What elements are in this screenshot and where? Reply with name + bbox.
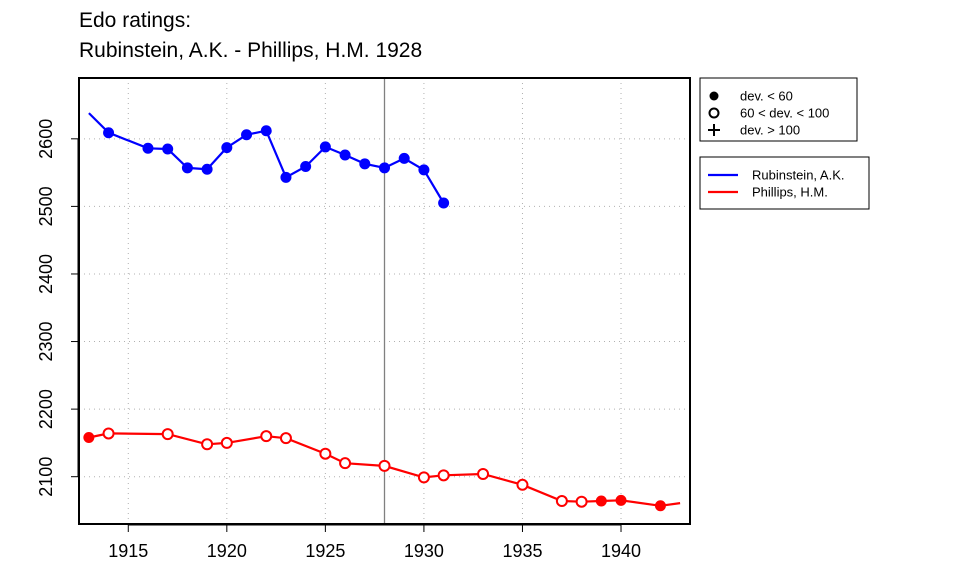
series-0 [88, 112, 450, 209]
data-point [654, 500, 666, 512]
chart-title-line2: Rubinstein, A.K. - Phillips, H.M. 1928 [79, 39, 423, 62]
data-point [437, 469, 450, 482]
y-axis: 2100 2200 2300 2400 2500 2600 [36, 119, 79, 497]
data-point [477, 467, 490, 480]
legend-label: Phillips, H.M. [752, 185, 828, 200]
data-point [300, 161, 312, 173]
data-point [339, 457, 352, 470]
x-tick-label: 1935 [502, 541, 542, 561]
legend-label: Rubinstein, A.K. [752, 168, 845, 183]
series-layer [83, 112, 681, 512]
data-point [103, 127, 115, 139]
data-point [417, 471, 430, 484]
data-point [319, 141, 331, 153]
data-point [142, 142, 154, 154]
y-tick-label: 2100 [36, 457, 56, 497]
legend-box [699, 77, 858, 142]
legend-plus-icon [708, 124, 720, 136]
x-tick-label: 1930 [404, 541, 444, 561]
data-point [83, 432, 95, 444]
data-point [359, 158, 371, 170]
data-point [279, 432, 292, 445]
data-point [241, 129, 253, 141]
data-point [161, 428, 174, 441]
x-tick-label: 1915 [108, 541, 148, 561]
data-point [378, 459, 391, 472]
legend-filled-circle-icon [709, 91, 719, 101]
legend-box [699, 156, 870, 210]
data-point [379, 162, 390, 174]
plot-frame [78, 77, 691, 525]
data-point [162, 143, 174, 155]
y-tick-label: 2600 [36, 119, 56, 159]
legend-label: 60 < dev. < 100 [740, 106, 829, 121]
data-point [102, 427, 115, 440]
data-point [398, 152, 410, 164]
data-point [260, 125, 272, 137]
data-point [575, 495, 588, 508]
chart-title-line1: Edo ratings: [79, 9, 192, 32]
x-tick-label: 1925 [305, 541, 345, 561]
y-tick-label: 2300 [36, 322, 56, 362]
x-tick-label: 1920 [207, 541, 247, 561]
data-point [555, 495, 568, 508]
y-tick-label: 2500 [36, 186, 56, 226]
y-tick-label: 2400 [36, 254, 56, 294]
data-point [418, 164, 430, 176]
data-point [438, 197, 450, 209]
data-point [595, 495, 607, 507]
data-point [181, 162, 193, 174]
data-point [615, 494, 627, 506]
x-tick-label: 1940 [601, 541, 641, 561]
legend-label: dev. > 100 [740, 123, 800, 138]
data-point [220, 436, 233, 449]
y-tick-label: 2200 [36, 389, 56, 429]
data-point [280, 171, 292, 183]
data-point [201, 438, 214, 451]
legend-label: dev. < 60 [740, 89, 793, 104]
x-axis: 1915 1920 1925 1930 1935 1940 [108, 524, 641, 561]
deviation-legend: dev. < 60 60 < dev. < 100 dev. > 100 [699, 77, 858, 142]
data-point [260, 430, 273, 443]
data-point [221, 142, 233, 154]
data-point [339, 149, 351, 161]
series-1 [83, 427, 681, 512]
data-point [516, 478, 529, 491]
series-legend: Rubinstein, A.K. Phillips, H.M. [699, 156, 870, 210]
data-point [201, 163, 213, 175]
legend-open-circle-icon [708, 107, 720, 119]
data-point [319, 447, 332, 460]
